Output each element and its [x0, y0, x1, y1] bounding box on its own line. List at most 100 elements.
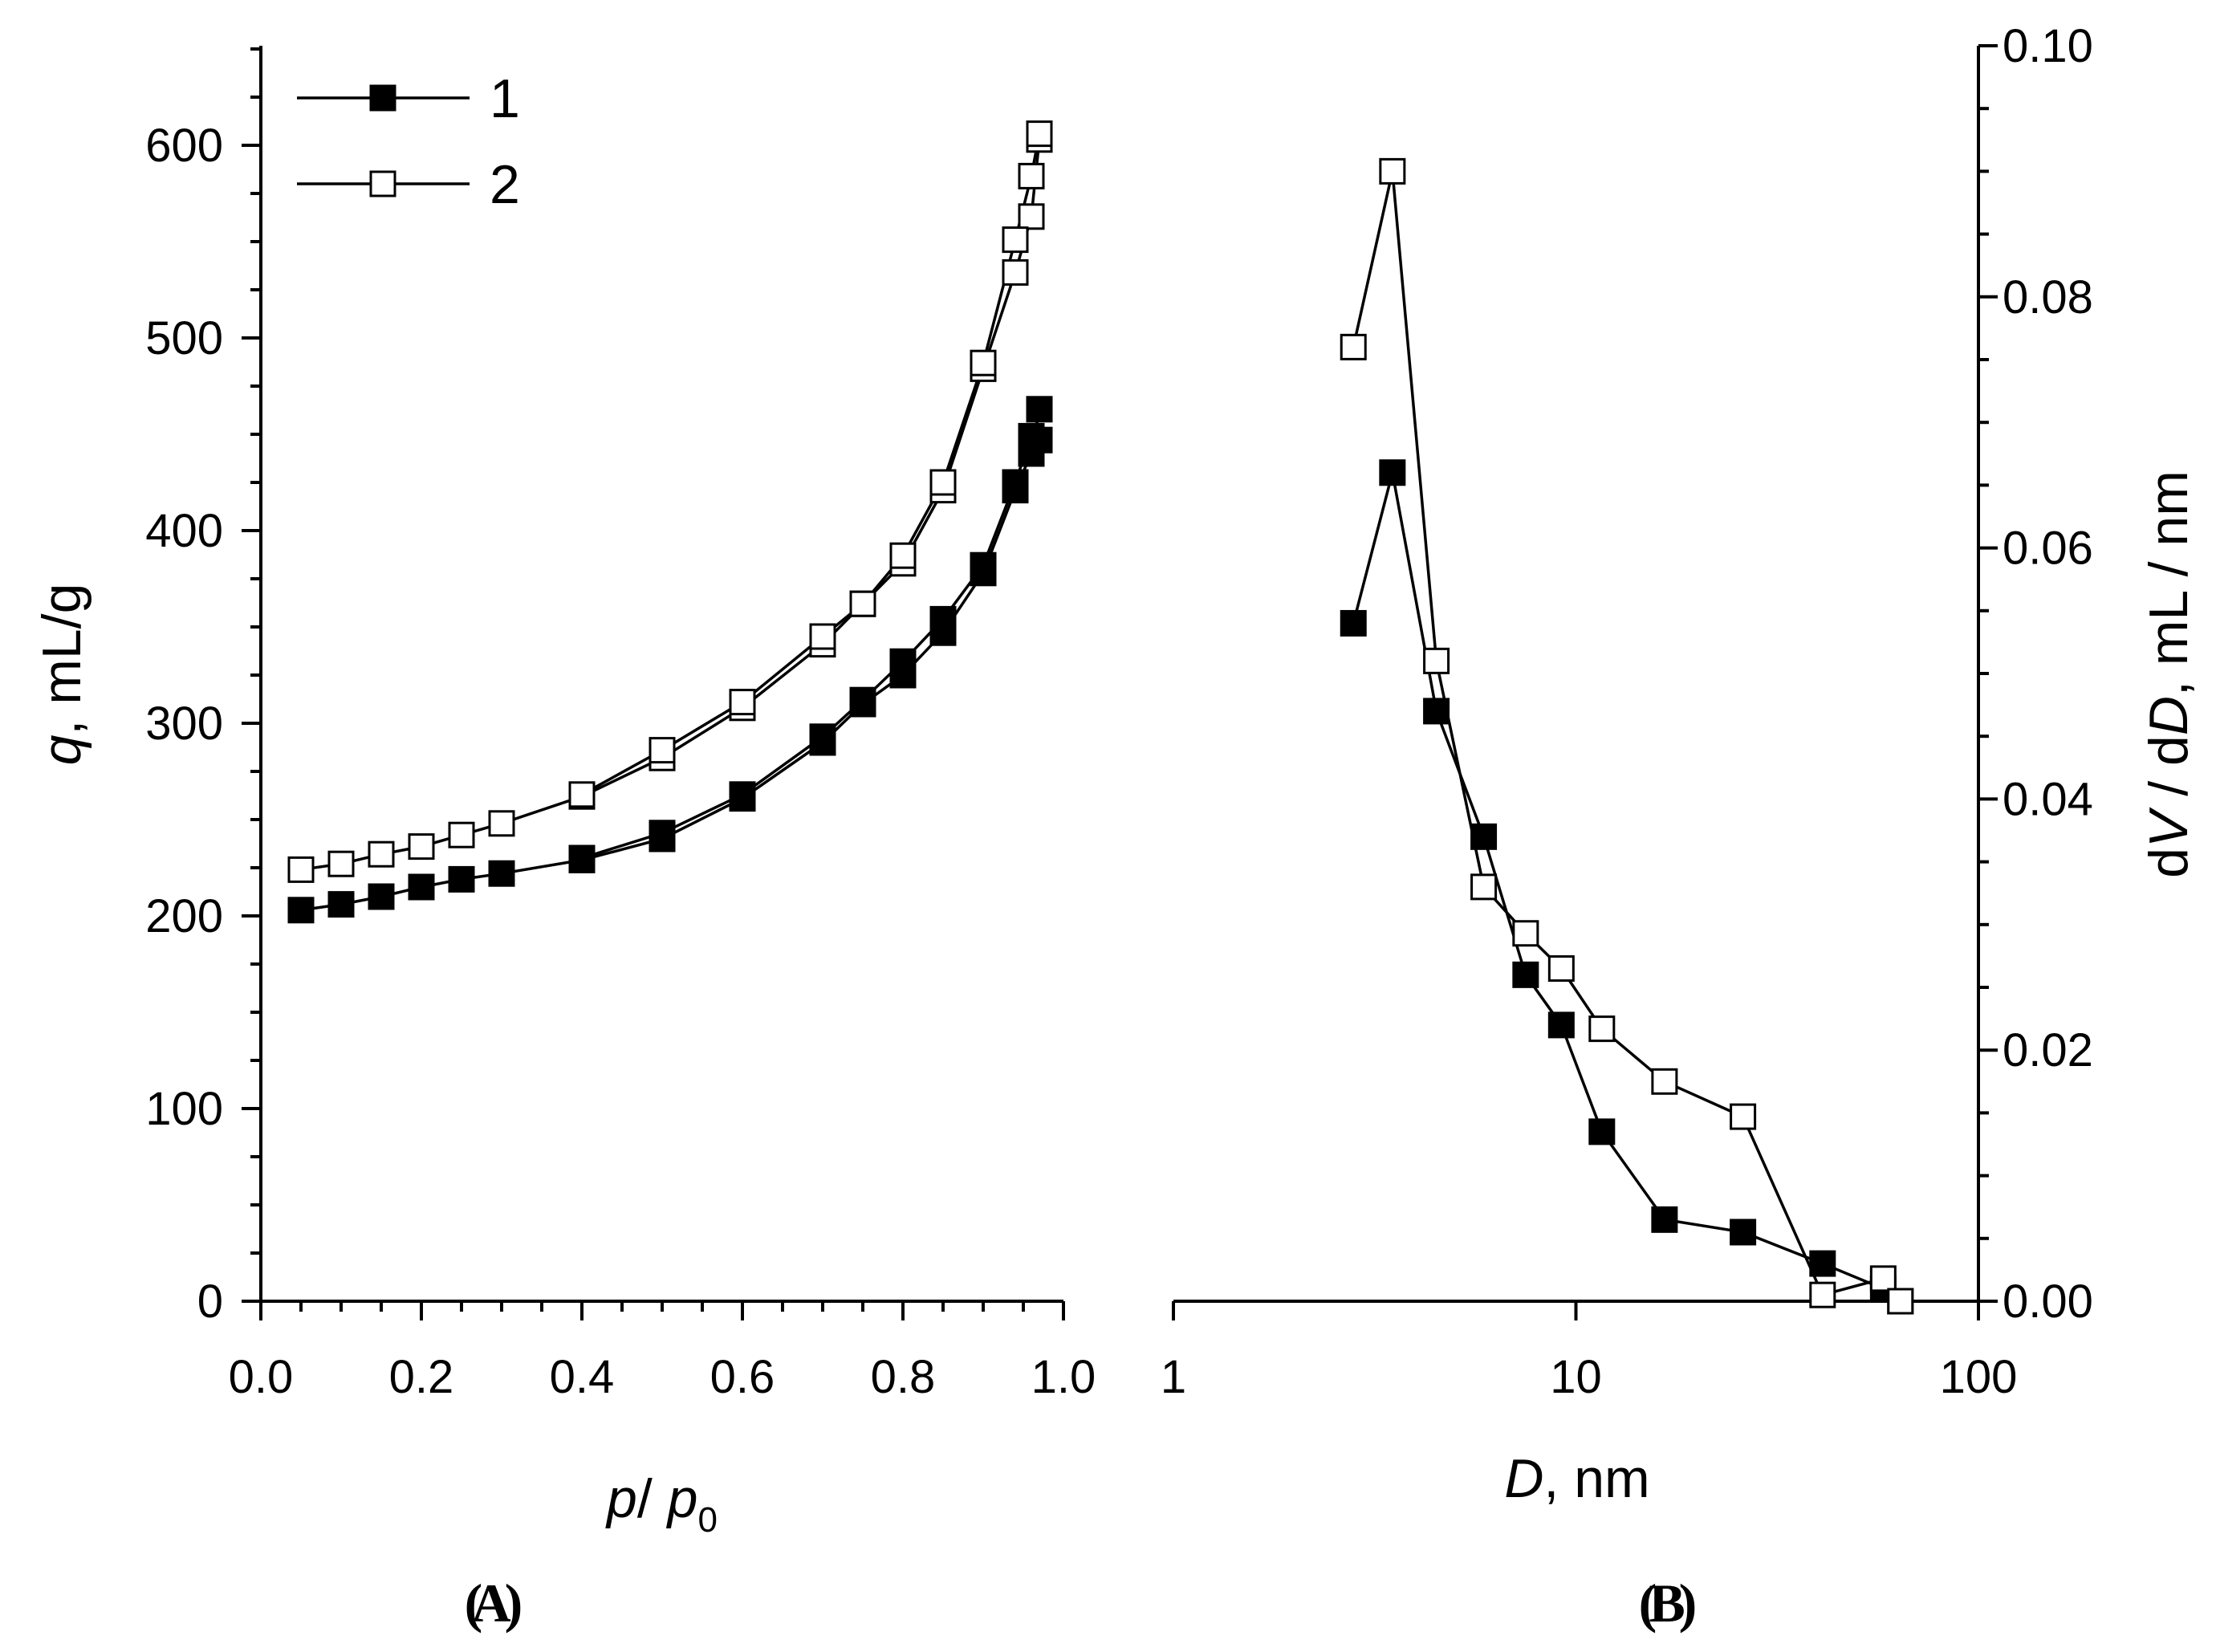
series-1-pore-point: [1588, 1118, 1616, 1145]
series-2-desorption-point: [929, 469, 957, 496]
panel-a-x-tick-label: 0.6: [710, 1351, 775, 1403]
panel-a-label: A: [471, 1573, 510, 1634]
panel-b-y-axis-title: dV / dD, mL / nm: [2138, 470, 2199, 878]
panel-b-x-tick-label: 10: [1550, 1351, 1602, 1403]
x-title-subscript: 0: [697, 1500, 717, 1540]
series-1-adsorption-point: [327, 891, 355, 918]
series-1-desorption-point: [889, 648, 917, 675]
y-title-unit: , mL/g: [31, 584, 92, 735]
series-2-pore-point: [1512, 920, 1539, 947]
series-1-adsorption-point: [448, 865, 475, 893]
series-2-adsorption-point: [1002, 258, 1029, 286]
panel-a-x-tick-label: 0.4: [550, 1351, 615, 1403]
series-1-adsorption-point: [488, 860, 515, 887]
panel-a-y-tick-label: 400: [145, 505, 223, 557]
panel-b-x-tick-label: 1: [1161, 1351, 1186, 1403]
panel-a-y-axis-title: q, mL/g: [31, 584, 92, 766]
series-1-pore-point: [1379, 459, 1406, 486]
panel-b-label-open-paren: (: [1639, 1573, 1657, 1634]
panel-b-y-tick-label: 0.06: [2003, 523, 2093, 575]
panel-b-label: B: [1649, 1573, 1685, 1634]
y-title-dd: D: [2138, 696, 2199, 735]
panel-a-y-tick-label: 500: [145, 312, 223, 364]
panel-a-x-tick-label: 0.8: [871, 1351, 936, 1403]
series-1-desorption-point: [568, 844, 596, 872]
panel-b-y-tick-label: 0.10: [2003, 20, 2093, 72]
series-2-adsorption-point: [448, 821, 475, 848]
legend-marker-1: [369, 84, 396, 112]
series-1-pore-point: [1730, 1219, 1757, 1246]
series-1-adsorption-point: [408, 873, 435, 901]
series-2-pore-point: [1887, 1288, 1914, 1315]
series-2-desorption-point: [970, 349, 997, 376]
y-title-d2: / d: [2138, 735, 2199, 812]
panel-b-x-tick-label: 100: [1940, 1351, 2018, 1403]
panel-a: 0.0 0.2 0.4 0.6 0.8 1.0 0 100 200 300 400 500 600 p/ …: [31, 46, 1096, 1634]
x-title-p: p: [605, 1468, 637, 1529]
series-2-adsorption-point: [488, 810, 515, 837]
panel-a-y-tick-label: 300: [145, 698, 223, 750]
x-title-sep: /: [637, 1468, 668, 1529]
series-2-adsorption-point: [368, 840, 395, 868]
series-1-pore-point: [1651, 1206, 1678, 1233]
series-1-desorption-point: [1002, 469, 1029, 496]
panel-a-label-open-paren: (: [465, 1573, 483, 1634]
series-2-adsorption-point: [327, 850, 355, 877]
x-title-unit: , nm: [1543, 1448, 1649, 1509]
series-2-pore-point: [1340, 333, 1367, 360]
series-2-desorption-point: [568, 781, 596, 808]
series-2-desorption-point: [649, 737, 676, 764]
series-1-pore-point: [1809, 1250, 1836, 1277]
series-1-desorption-point: [809, 723, 836, 751]
series-1-adsorption-point: [368, 883, 395, 910]
series-1-pore-point: [1340, 609, 1367, 637]
series-1-pore-point: [1512, 961, 1539, 988]
y-title-d1: d: [2138, 848, 2199, 878]
panel-a-x-tick-label: 1.0: [1031, 1351, 1096, 1403]
series-2-desorption-point: [729, 689, 756, 716]
legend-label-2: 2: [490, 154, 520, 215]
series-1-pore-point: [1547, 1011, 1575, 1039]
series-1-desorption-point: [929, 605, 957, 633]
series-2-pore-point: [1730, 1103, 1757, 1130]
series-2-desorption-point: [1018, 162, 1045, 189]
panel-a-y-tick-label: 100: [145, 1083, 223, 1135]
series-2-pore-point: [1588, 1015, 1616, 1043]
panel-a-x-tick-label: 0.2: [389, 1351, 454, 1403]
series-1-desorption-point: [729, 781, 756, 808]
series-2-pore-point: [1547, 955, 1575, 983]
series-2-pore-point: [1651, 1068, 1678, 1095]
series-2-pore-point: [1809, 1281, 1836, 1308]
series-2-adsorption-point: [408, 833, 435, 861]
series-2-pore-point: [1869, 1265, 1897, 1292]
panel-b-x-axis-title: D, nm: [1504, 1448, 1649, 1509]
x-title-d: D: [1504, 1448, 1543, 1509]
series-2-desorption-point: [809, 623, 836, 650]
panel-a-y-tick-label: 0: [197, 1276, 223, 1328]
panel-b-label-close-paren: ): [1679, 1573, 1698, 1634]
panel-a-label-close-paren: ): [505, 1573, 523, 1634]
series-2-desorption-point: [1026, 120, 1053, 148]
panel-b-y-tick-label: 0.00: [2003, 1276, 2093, 1328]
series-1-adsorption-point: [1026, 396, 1053, 423]
series-2-desorption-point: [889, 542, 917, 569]
series-2-pore-point: [1470, 873, 1498, 901]
series-1-desorption-point: [649, 820, 676, 847]
series-1-pore-point: [1423, 698, 1450, 725]
series-1-desorption-point: [1018, 422, 1045, 450]
y-title-q: q: [31, 734, 92, 765]
legend-label-1: 1: [490, 68, 520, 129]
series-2-desorption-point: [849, 590, 876, 617]
series-2-desorption-point: [1002, 226, 1029, 254]
series-2-adsorption-point: [287, 856, 315, 883]
panel-b-y-tick-label: 0.08: [2003, 271, 2093, 323]
series-1-desorption-point: [849, 686, 876, 714]
panel-a-x-tick-label: 0.0: [229, 1351, 294, 1403]
panel-a-y-tick-label: 200: [145, 890, 223, 942]
legend-marker-2: [369, 170, 396, 197]
series-1-adsorption-point: [287, 897, 315, 924]
